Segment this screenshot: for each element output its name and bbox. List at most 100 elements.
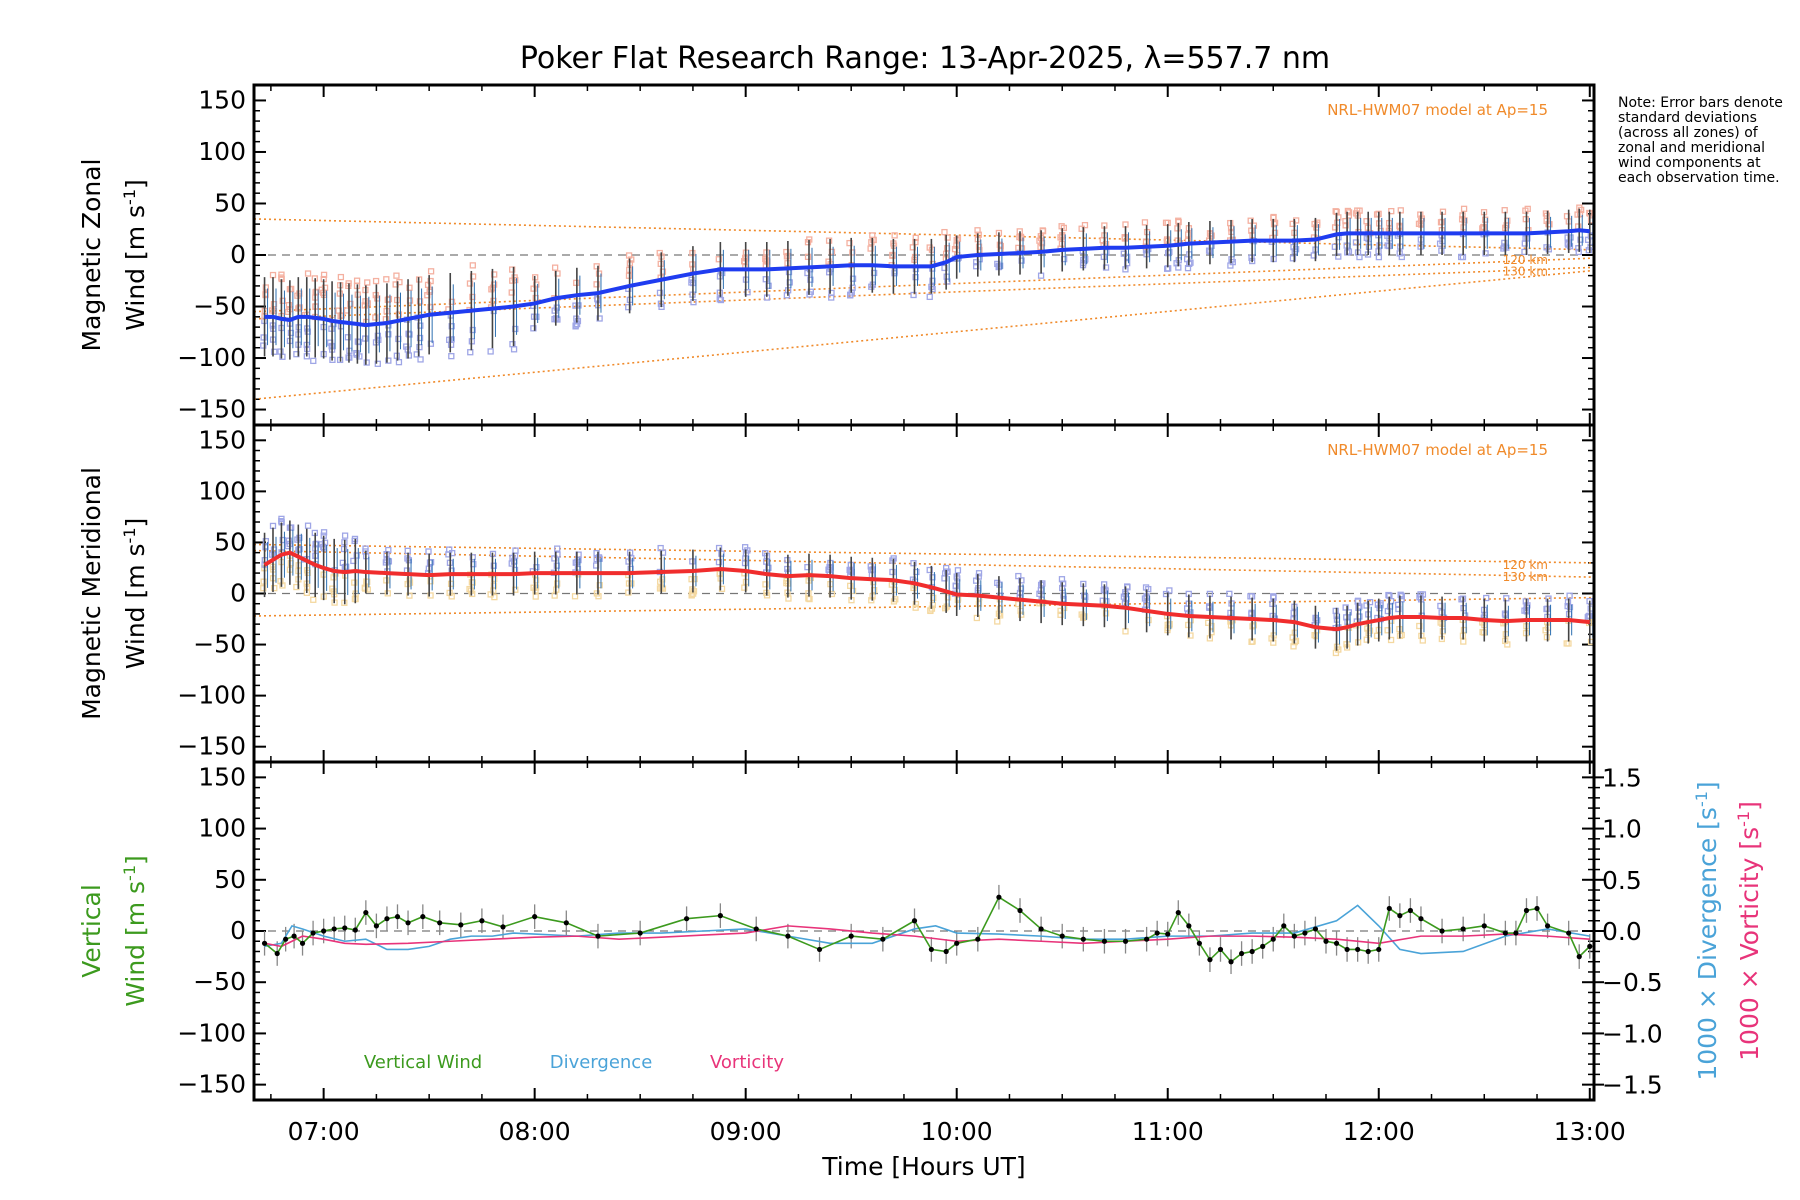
zone-point — [941, 264, 948, 272]
vertical-wind-point — [405, 920, 411, 926]
zone-point — [364, 578, 371, 585]
zone-point — [929, 574, 936, 581]
zone-point — [951, 245, 959, 253]
zone-point — [296, 545, 303, 553]
zone-point — [1250, 622, 1257, 629]
zone-point — [1078, 611, 1085, 618]
vertical-wind-point — [996, 894, 1002, 900]
zone-point — [1335, 253, 1342, 260]
vertical-wind-point — [1323, 938, 1329, 944]
zone-point — [490, 562, 498, 569]
zone-point — [825, 566, 833, 573]
y2-tick-label: −1.0 — [1602, 1019, 1663, 1048]
error-bar-note: Note: Error bars denote standard deviati… — [1618, 95, 1783, 186]
zone-point — [320, 529, 328, 536]
vertical-wind-point — [1249, 948, 1255, 955]
vertical-wind-point — [943, 948, 949, 955]
zone-point — [1458, 596, 1465, 603]
y2-tick-label: 0.5 — [1602, 866, 1642, 895]
zone-point — [972, 263, 980, 270]
zone-point — [532, 593, 539, 600]
zone-point — [806, 595, 813, 603]
vertical-wind-point — [816, 946, 823, 953]
zone-point — [416, 334, 424, 342]
vertical-wind-point — [373, 923, 379, 929]
vertical-wind-point — [394, 914, 401, 920]
zone-point — [1208, 629, 1215, 636]
zone-point — [337, 273, 345, 281]
zone-point — [1247, 593, 1254, 600]
km-label-130: 130 km — [1503, 570, 1548, 584]
zone-point — [1183, 605, 1191, 612]
zone-point — [416, 298, 424, 305]
zone-point — [1363, 636, 1370, 643]
zone-point — [304, 270, 312, 277]
zone-point — [278, 271, 285, 278]
zone-point — [374, 332, 382, 339]
vertical-wind-point — [1587, 943, 1593, 949]
zone-point — [385, 546, 392, 554]
km-label-130: 130 km — [1503, 264, 1548, 278]
y-tick-label: 100 — [198, 476, 246, 505]
zone-point — [279, 353, 286, 360]
vertical-wind-point — [595, 933, 601, 939]
vorticity-axis-end: ] — [1735, 801, 1764, 811]
zone-point — [926, 244, 933, 251]
vertical-wind-point — [1238, 950, 1245, 957]
zone-point — [1501, 239, 1508, 247]
vertical-wind-point — [1059, 933, 1065, 939]
zone-point — [717, 296, 725, 304]
zone-point — [593, 263, 600, 270]
zone-point — [1565, 640, 1572, 647]
y-label-line2: Wind [m s-1] — [120, 179, 151, 331]
zone-point — [424, 281, 432, 289]
x-tick-label: 08:00 — [499, 1117, 571, 1146]
zone-point — [530, 325, 537, 332]
vertical-wind-point — [911, 918, 918, 924]
y2-tick-label: −0.5 — [1602, 968, 1663, 997]
y-tick-label: 50 — [214, 865, 246, 894]
zone-point — [1397, 207, 1404, 214]
y-label-units: Wind [m s-1] — [120, 855, 151, 1007]
y-label-sup: -1 — [120, 865, 139, 881]
zone-point — [1039, 227, 1046, 234]
y2-tick-label: −1.5 — [1602, 1071, 1663, 1100]
zone-point — [891, 586, 898, 594]
y-label-sup: -1 — [120, 527, 139, 543]
zone-point — [625, 589, 632, 596]
zone-point — [976, 247, 983, 254]
zone-point — [846, 239, 853, 247]
zone-point — [625, 252, 633, 259]
zone-point — [260, 585, 267, 592]
legend-item: Divergence — [550, 1052, 653, 1073]
zone-point — [783, 579, 790, 587]
zone-point — [1018, 257, 1025, 264]
vertical-wind-point — [1196, 940, 1202, 946]
zone-point — [279, 536, 286, 544]
zone-point — [1290, 643, 1297, 650]
zone-point — [804, 239, 812, 246]
zone-point — [1577, 236, 1584, 243]
zone-point — [1437, 219, 1445, 226]
zone-point — [351, 579, 358, 586]
vertical-wind-point — [1355, 946, 1361, 953]
vertical-wind-point — [283, 936, 289, 942]
zone-point — [1102, 264, 1110, 271]
zone-point — [593, 549, 600, 557]
vertical-wind-point — [975, 936, 981, 942]
vertical-wind-point — [299, 940, 306, 946]
zone-point — [891, 268, 898, 275]
zone-point — [1099, 237, 1106, 244]
zone-point — [1482, 250, 1489, 257]
zone-point — [1363, 218, 1370, 225]
zone-point — [1503, 595, 1510, 602]
y-label-line2: Wind [m s-1] — [120, 518, 151, 670]
vertical-wind-point — [1228, 959, 1234, 965]
vertical-wind-point — [1281, 923, 1287, 929]
vertical-wind-point — [1344, 946, 1350, 953]
zone-point — [1124, 253, 1131, 261]
zone-point — [385, 357, 392, 364]
vertical-wind-point — [1291, 933, 1297, 939]
